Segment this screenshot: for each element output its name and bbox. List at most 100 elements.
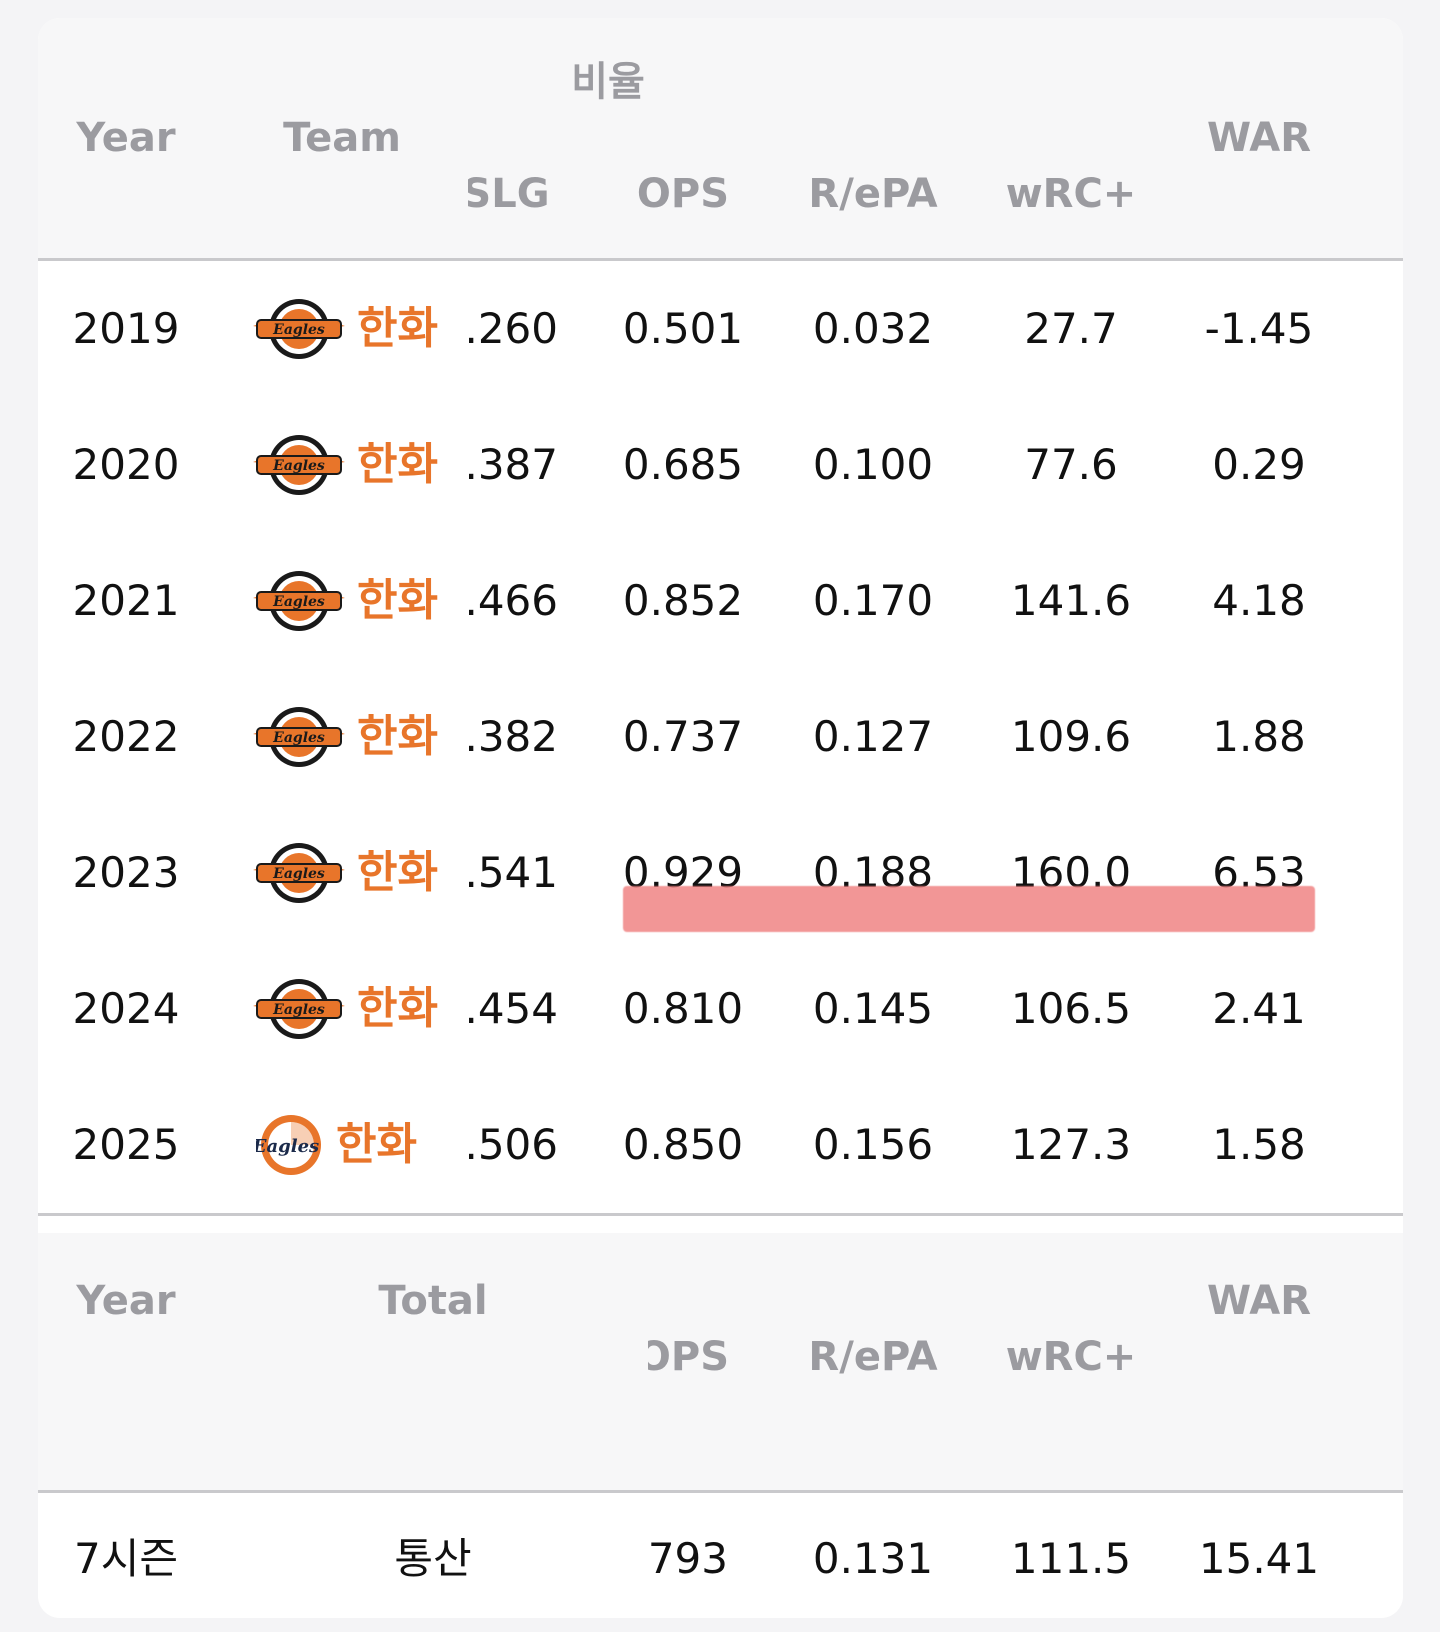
- totals-war-cell: 15.41: [1198, 1534, 1320, 1583]
- repa-cell: 0.145: [812, 984, 934, 1033]
- table-row: 2019 한화 .260 0.501 0.032 27.7 -1.45: [38, 261, 1403, 400]
- year-cell: 2022: [72, 712, 180, 761]
- slg-cell: .466: [468, 576, 558, 625]
- repa-cell: 0.032: [812, 304, 934, 353]
- totals-header-total[interactable]: Total: [378, 1278, 488, 1324]
- slg-cell: .387: [468, 440, 558, 489]
- team-name: 한화: [357, 439, 438, 490]
- repa-cell: 0.170: [812, 576, 934, 625]
- wrc-cell: 77.6: [1024, 440, 1118, 489]
- totals-ops-clip: .793: [648, 1493, 728, 1618]
- wrc-cell: 109.6: [1010, 712, 1132, 761]
- table-header: 비율 Year Team SLG OPS R/ePA wRC+ WAR: [38, 18, 1403, 261]
- ops-cell: 0.810: [622, 984, 744, 1033]
- header-slg-clip: SLG: [468, 168, 608, 218]
- highlight-mark: [623, 886, 1315, 932]
- war-cell: 0.29: [1212, 440, 1306, 489]
- table-row: 2022 한화 .382 0.737 0.127 109.6 1.88: [38, 669, 1403, 808]
- year-cell: 2021: [72, 576, 180, 625]
- war-cell: 4.18: [1212, 576, 1306, 625]
- eagles-logo-icon: [251, 840, 347, 906]
- team-name: 한화: [336, 1119, 417, 1170]
- repa-cell: 0.156: [812, 1120, 934, 1169]
- team-cell: 한화: [251, 432, 438, 498]
- header-slg[interactable]: SLG: [468, 171, 550, 217]
- header-repa[interactable]: R/ePA: [808, 171, 938, 217]
- totals-row: 7시즌 통산 .793 0.131 111.5 15.41: [38, 1493, 1403, 1618]
- wrc-cell: 27.7: [1024, 304, 1118, 353]
- slg-clip: .387: [468, 397, 618, 533]
- slg-clip: .466: [468, 533, 618, 669]
- war-cell: 2.41: [1212, 984, 1306, 1033]
- totals-total-cell: 통산: [394, 1534, 472, 1583]
- ops-cell: 0.501: [622, 304, 744, 353]
- slg-cell: .382: [468, 712, 558, 761]
- team-name: 한화: [357, 983, 438, 1034]
- totals-header: Year Total OPS R/ePA wRC+ WAR: [38, 1233, 1403, 1493]
- table-row: 2020 한화 .387 0.685 0.100 77.6 0.29: [38, 397, 1403, 536]
- table-row: 2025 한화 .506 0.850 0.156 127.3 1.58: [38, 1077, 1403, 1216]
- eagles-logo-icon: [251, 568, 347, 634]
- table-row: 2021 한화 .466 0.852 0.170 141.6 4.18: [38, 533, 1403, 672]
- war-cell: 1.58: [1212, 1120, 1306, 1169]
- team-cell: 한화: [251, 568, 438, 634]
- totals-header-year[interactable]: Year: [76, 1278, 176, 1324]
- slg-cell: .506: [468, 1120, 558, 1169]
- team-cell: 한화: [251, 976, 438, 1042]
- slg-clip: .506: [468, 1077, 618, 1213]
- slg-clip: .382: [468, 669, 618, 805]
- wrc-cell: 106.5: [1010, 984, 1132, 1033]
- totals-repa-cell: 0.131: [812, 1534, 934, 1583]
- year-cell: 2019: [72, 304, 180, 353]
- war-cell: 1.88: [1212, 712, 1306, 761]
- header-wrc[interactable]: wRC+: [1005, 171, 1137, 217]
- totals-year-cell: 7시즌: [73, 1534, 179, 1583]
- totals-header-ops-clip: OPS: [648, 1329, 768, 1385]
- eagles-new-logo-icon: [256, 1112, 326, 1178]
- team-name: 한화: [357, 847, 438, 898]
- war-cell: -1.45: [1204, 304, 1314, 353]
- table-row: 2024 한화 .454 0.810 0.145 106.5 2.41: [38, 941, 1403, 1080]
- ops-cell: 0.850: [622, 1120, 744, 1169]
- wrc-cell: 127.3: [1010, 1120, 1132, 1169]
- table-row: 2023 한화 .541 0.929 0.188 160.0 6.53: [38, 805, 1403, 944]
- team-cell: 한화: [251, 840, 438, 906]
- eagles-logo-icon: [251, 432, 347, 498]
- header-war[interactable]: WAR: [1206, 115, 1312, 161]
- team-name: 한화: [357, 303, 438, 354]
- stats-card: 비율 Year Team SLG OPS R/ePA wRC+ WAR 2019…: [38, 18, 1403, 1618]
- repa-cell: 0.100: [812, 440, 934, 489]
- team-name: 한화: [357, 711, 438, 762]
- eagles-logo-icon: [251, 704, 347, 770]
- ops-cell: 0.685: [622, 440, 744, 489]
- wrc-cell: 141.6: [1010, 576, 1132, 625]
- slg-cell: .454: [468, 984, 558, 1033]
- totals-header-war[interactable]: WAR: [1206, 1278, 1312, 1324]
- slg-cell: .541: [468, 848, 558, 897]
- slg-clip: .541: [468, 805, 618, 941]
- totals-wrc-cell: 111.5: [1010, 1534, 1132, 1583]
- ops-cell: 0.852: [622, 576, 744, 625]
- eagles-logo-icon: [251, 976, 347, 1042]
- totals-header-repa[interactable]: R/ePA: [808, 1334, 938, 1380]
- ops-cell: 0.737: [622, 712, 744, 761]
- group-header-rate: 비율: [571, 59, 645, 105]
- year-cell: 2023: [72, 848, 180, 897]
- team-name: 한화: [357, 575, 438, 626]
- slg-clip: .454: [468, 941, 618, 1077]
- team-cell: 한화: [251, 704, 438, 770]
- slg-clip: .260: [468, 261, 618, 397]
- eagles-logo-icon: [251, 296, 347, 362]
- year-cell: 2024: [72, 984, 180, 1033]
- year-cell: 2025: [72, 1120, 180, 1169]
- totals-header-wrc[interactable]: wRC+: [1005, 1334, 1137, 1380]
- repa-cell: 0.127: [812, 712, 934, 761]
- header-year[interactable]: Year: [76, 115, 176, 161]
- year-cell: 2020: [72, 440, 180, 489]
- totals-ops-cell: .793: [648, 1534, 728, 1583]
- header-team[interactable]: Team: [283, 115, 401, 161]
- team-cell: 한화: [256, 1112, 417, 1178]
- header-ops[interactable]: OPS: [636, 171, 730, 217]
- totals-header-ops[interactable]: OPS: [648, 1334, 730, 1380]
- slg-cell: .260: [468, 304, 558, 353]
